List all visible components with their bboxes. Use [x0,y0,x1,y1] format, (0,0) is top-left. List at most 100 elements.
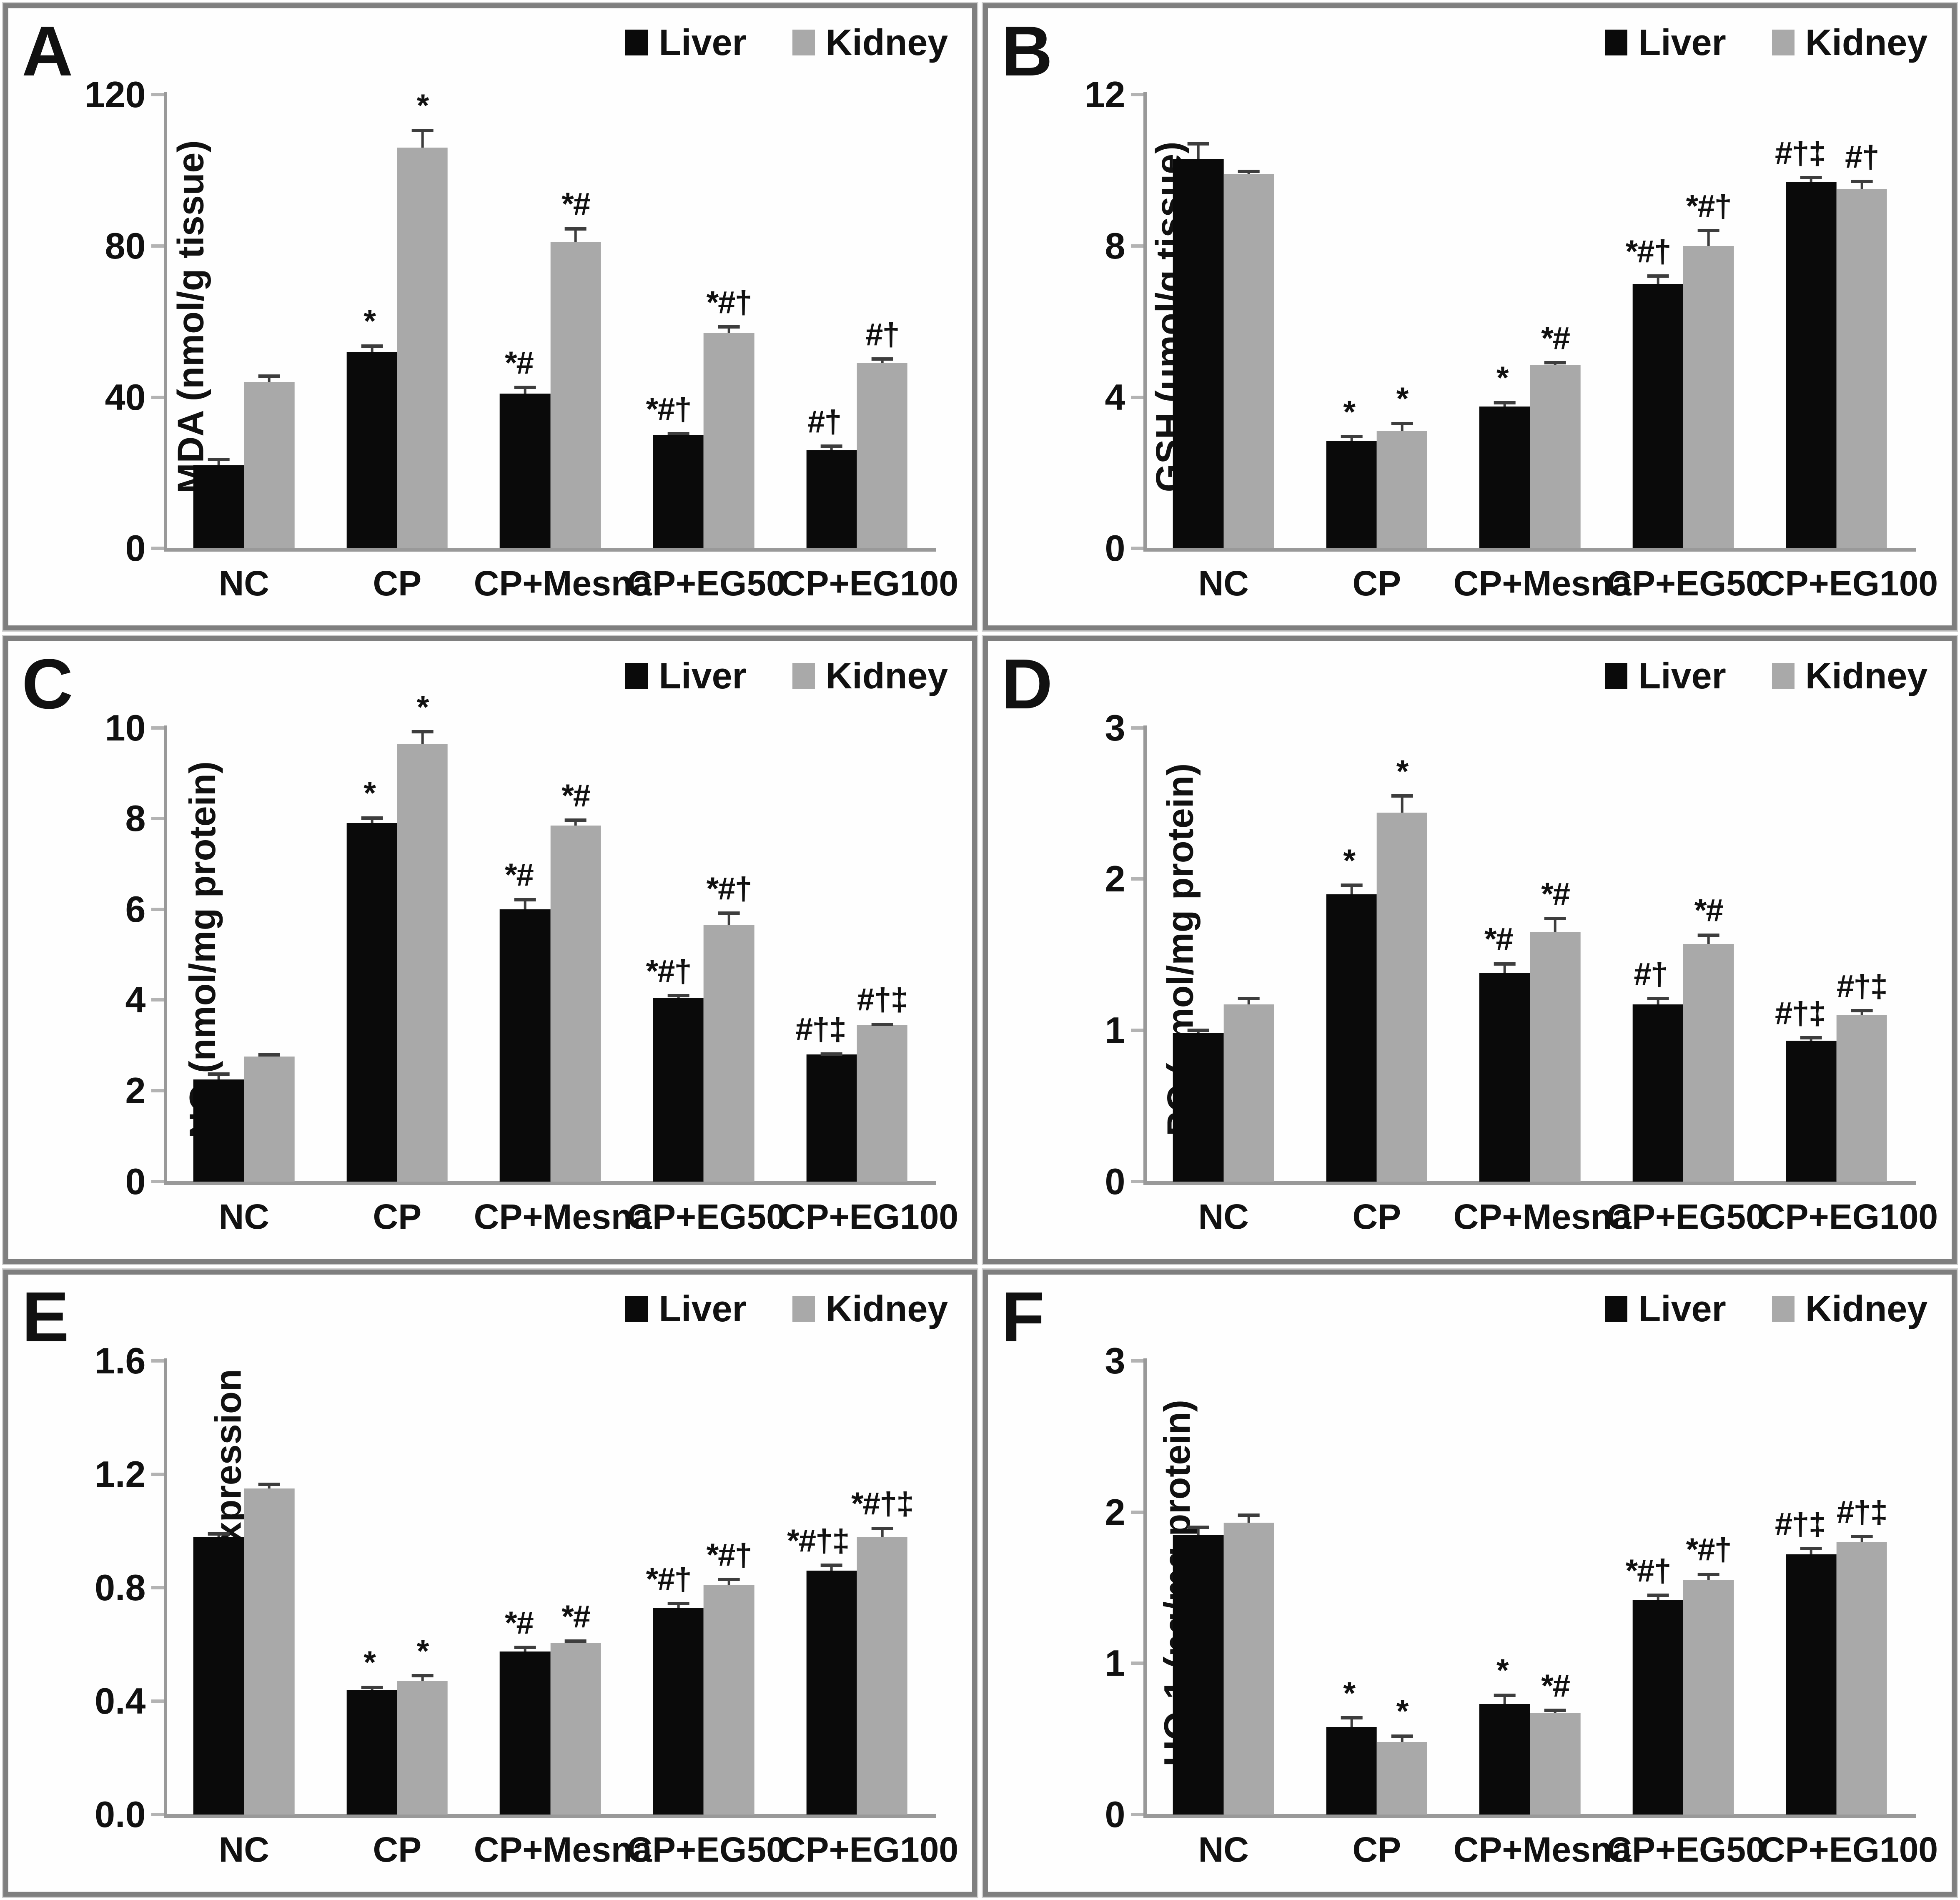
bar-group-nc: NC [167,1361,321,1867]
error-bar [1391,422,1413,432]
y-tick-label: 4 [125,979,146,1021]
significance-annotation: * [1343,843,1356,878]
x-category-label: CP [1352,1197,1401,1236]
x-axis-line [1143,1181,1916,1185]
error-bar-cap [667,994,689,998]
y-tick-mark [151,395,164,399]
bar-liver [1173,159,1224,549]
error-bar-cap [1341,883,1363,887]
legend-swatch-liver-icon [1605,1296,1628,1322]
error-bar [821,1052,843,1056]
bar-liver [806,1571,857,1815]
error-bar [258,1483,280,1488]
y-tick-mark [1131,1180,1144,1183]
legend-label: Kidney [1805,655,1928,696]
y-tick-label: 2 [125,1070,146,1111]
x-category-label: CP+Mesna [474,564,652,603]
significance-annotation: #†‡ [795,1011,847,1047]
x-category-label: CP [1352,1830,1401,1869]
bar-kidney [857,1536,907,1815]
significance-annotation: * [416,1633,429,1669]
legend-swatch-kidney-icon [1772,1296,1795,1322]
y-axis-line [164,1358,168,1818]
y-tick-label: 120 [84,74,146,115]
x-category-label: NC [1198,1830,1249,1869]
bar-kidney [1683,1580,1734,1815]
significance-annotation: #† [1845,139,1880,175]
significance-annotation: *# [504,857,534,893]
y-tick-label: 1 [1105,1642,1125,1684]
y-tick-mark [151,817,164,821]
y-tick-mark [151,907,164,911]
x-category-label: NC [1198,564,1249,603]
error-bar-cap [258,1483,280,1486]
significance-annotation: *# [504,1605,534,1641]
bar-pair [193,95,295,549]
error-bar-cap [1697,229,1719,233]
y-tick-mark [1131,1028,1144,1032]
bar-group-cp-mesna: *# *# CP+Mesna [474,1361,652,1867]
y-tick-label: 0 [125,1160,146,1202]
y-tick-label: 1.2 [95,1453,146,1495]
bar-kidney [1376,431,1428,549]
significance-annotation: #† [807,404,842,439]
x-category-label: CP [373,564,422,603]
bar-group-cp: * * CP [1300,95,1454,601]
error-bar [411,1674,434,1682]
bar-kidney [1223,1004,1274,1182]
bar-group-nc: NC [167,95,321,601]
y-tick-label: 0 [1105,1160,1125,1202]
x-category-label: CP [373,1197,422,1236]
x-category-label: CP+EG50 [627,1830,786,1869]
bar-liver [1173,1033,1224,1182]
bar-group-cp-mesna: * *# CP+Mesna [1454,95,1632,601]
bar-pair [193,728,295,1182]
error-bar [1494,1693,1516,1704]
panel-B: B Liver Kidney GSH (μmol/g tissue) 0 4 8 12 NC * *… [982,2,1958,632]
error-bar [1341,435,1363,441]
bar-liver [1479,407,1530,549]
y-axis-line [164,92,168,552]
legend: Liver Kidney [1605,1290,1927,1327]
bar-kidney [1223,1522,1274,1815]
bar-liver [1326,1727,1377,1815]
legend-label: Liver [1638,1288,1726,1330]
y-tick-mark [151,547,164,550]
error-bar-cap [871,1526,893,1530]
legend-swatch-kidney-icon [792,663,815,689]
error-bar [1647,1594,1669,1600]
error-bar-cap [1800,1547,1822,1550]
error-bar-cap [1187,1029,1209,1032]
y-axis-line [1143,725,1147,1185]
significance-annotation: * [1343,394,1356,430]
significance-annotation: * [363,304,376,339]
y-tick-label: 3 [1105,707,1125,748]
bar-kidney [857,1025,907,1182]
bar-pair: *#† *#† [646,1361,754,1815]
error-bar-cap [361,1685,383,1689]
error-bar [208,1532,230,1537]
legend-swatch-liver-icon [1605,30,1628,56]
error-bar [514,898,536,909]
error-bar-cap [411,730,434,734]
y-tick-label: 40 [105,376,146,418]
error-bar [1697,229,1719,246]
error-bar-cap [208,1072,230,1076]
error-bar-cap [1494,401,1516,404]
significance-annotation: *#†‡ [787,1523,850,1559]
error-bar-cap [1238,997,1260,1001]
legend-label: Liver [659,22,747,63]
error-bar [1647,274,1669,284]
error-bar [871,1526,893,1537]
error-bar [667,432,689,436]
legend: Liver Kidney [1605,655,1928,696]
x-category-label: NC [218,1830,269,1869]
bar-kidney [1530,932,1581,1182]
bar-group-cp-eg50: *#† *#† CP+EG50 [1607,95,1765,601]
error-bar-cap [1544,916,1566,920]
legend-label: Liver [659,655,747,696]
y-tick-mark [151,1699,164,1703]
error-bar [514,386,536,394]
error-bar [667,994,689,998]
y-tick-label: 12 [1084,74,1125,115]
